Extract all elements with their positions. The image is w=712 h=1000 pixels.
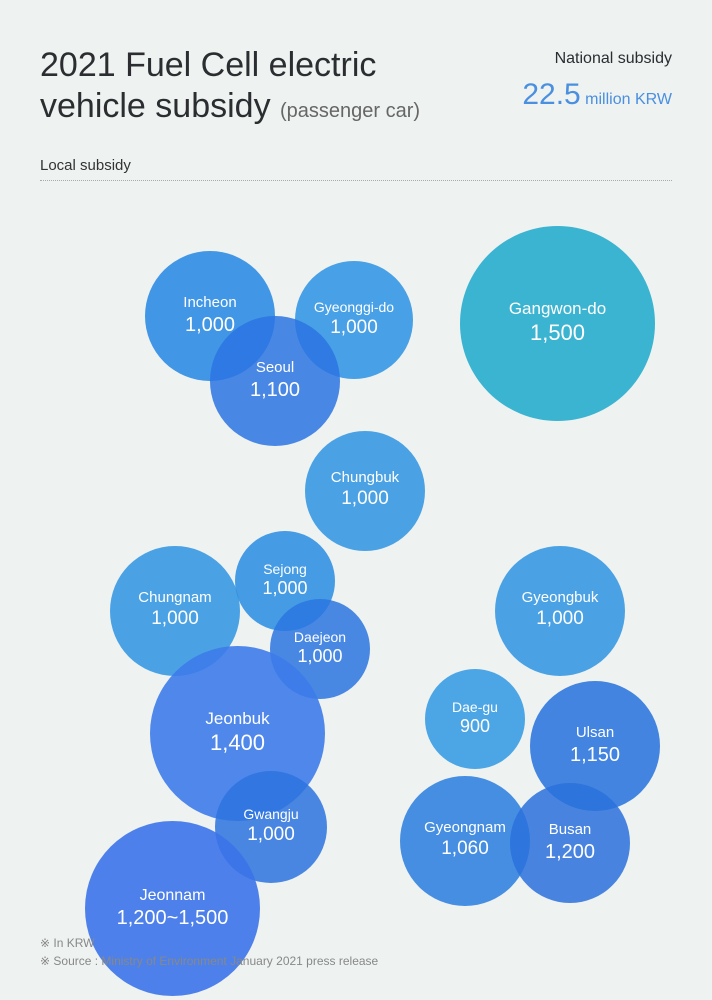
bubble-value: 900 <box>460 715 490 738</box>
bubble-label: Gwangju <box>243 806 298 823</box>
footnote-currency: ※ In KRW <box>40 934 378 952</box>
bubble-value: 1,000 <box>247 823 295 848</box>
title-line2: vehicle subsidy <box>40 87 271 125</box>
bubble-value: 1,200~1,500 <box>117 905 229 931</box>
page-title: 2021 Fuel Cell electric vehicle subsidy … <box>40 45 522 127</box>
bubble-label: Gyeongbuk <box>522 589 599 607</box>
national-value-unit: million KRW <box>581 91 672 108</box>
title-subtype: (passenger car) <box>280 100 420 122</box>
title-line1: 2021 Fuel Cell electric <box>40 46 376 84</box>
bubble-label: Daejeon <box>294 629 346 646</box>
bubble-value: 1,000 <box>185 312 235 338</box>
bubble-value: 1,100 <box>250 377 300 403</box>
bubble-value: 1,000 <box>330 316 378 341</box>
bubble-label: Chungbuk <box>331 469 399 487</box>
bubble-label: Jeonbuk <box>205 709 269 729</box>
bubble-value: 1,000 <box>297 645 342 668</box>
divider <box>40 180 672 181</box>
bubble-label: Incheon <box>183 294 236 312</box>
local-subsidy-label: Local subsidy <box>40 157 672 174</box>
bubble-value: 1,060 <box>441 837 489 862</box>
national-subsidy-label: National subsidy <box>522 50 672 68</box>
bubble-label: Seoul <box>256 359 294 377</box>
bubble-label: Sejong <box>263 561 307 578</box>
bubble-value: 1,000 <box>536 607 584 632</box>
national-subsidy-block: National subsidy 22.5 million KRW <box>522 45 672 112</box>
national-subsidy-value: 22.5 million KRW <box>522 78 672 112</box>
bubble-value: 1,000 <box>341 487 389 512</box>
bubble-value: 1,200 <box>545 839 595 865</box>
bubble-label: Gyeongnam <box>424 819 506 837</box>
bubble-dae-gu: Dae-gu900 <box>425 669 525 769</box>
bubble-label: Gangwon-do <box>509 299 606 319</box>
bubble-label: Chungnam <box>138 589 211 607</box>
bubble-gangwon-do: Gangwon-do1,500 <box>460 226 655 421</box>
bubble-value: 1,400 <box>210 729 265 758</box>
bubble-label: Gyeonggi-do <box>314 299 394 316</box>
bubble-label: Jeonnam <box>140 886 206 905</box>
bubble-value: 1,000 <box>151 607 199 632</box>
bubble-seoul: Seoul1,100 <box>210 316 340 446</box>
bubble-label: Dae-gu <box>452 699 498 716</box>
footnotes: ※ In KRW ※ Source : Ministry of Environm… <box>40 934 378 970</box>
header: 2021 Fuel Cell electric vehicle subsidy … <box>40 45 672 127</box>
bubble-chungbuk: Chungbuk1,000 <box>305 431 425 551</box>
bubble-value: 1,500 <box>530 319 585 348</box>
bubble-value: 1,000 <box>262 577 307 600</box>
bubble-value: 1,150 <box>570 742 620 768</box>
bubble-label: Ulsan <box>576 724 614 742</box>
bubble-label: Busan <box>549 821 592 839</box>
bubble-gyeongbuk: Gyeongbuk1,000 <box>495 546 625 676</box>
footnote-source: ※ Source : Ministry of Environment Janua… <box>40 952 378 970</box>
bubble-busan: Busan1,200 <box>510 783 630 903</box>
title-block: 2021 Fuel Cell electric vehicle subsidy … <box>40 45 522 127</box>
national-value-number: 22.5 <box>522 78 580 111</box>
bubble-chart: Incheon1,000Gyeonggi-do1,000Gangwon-do1,… <box>40 191 672 911</box>
